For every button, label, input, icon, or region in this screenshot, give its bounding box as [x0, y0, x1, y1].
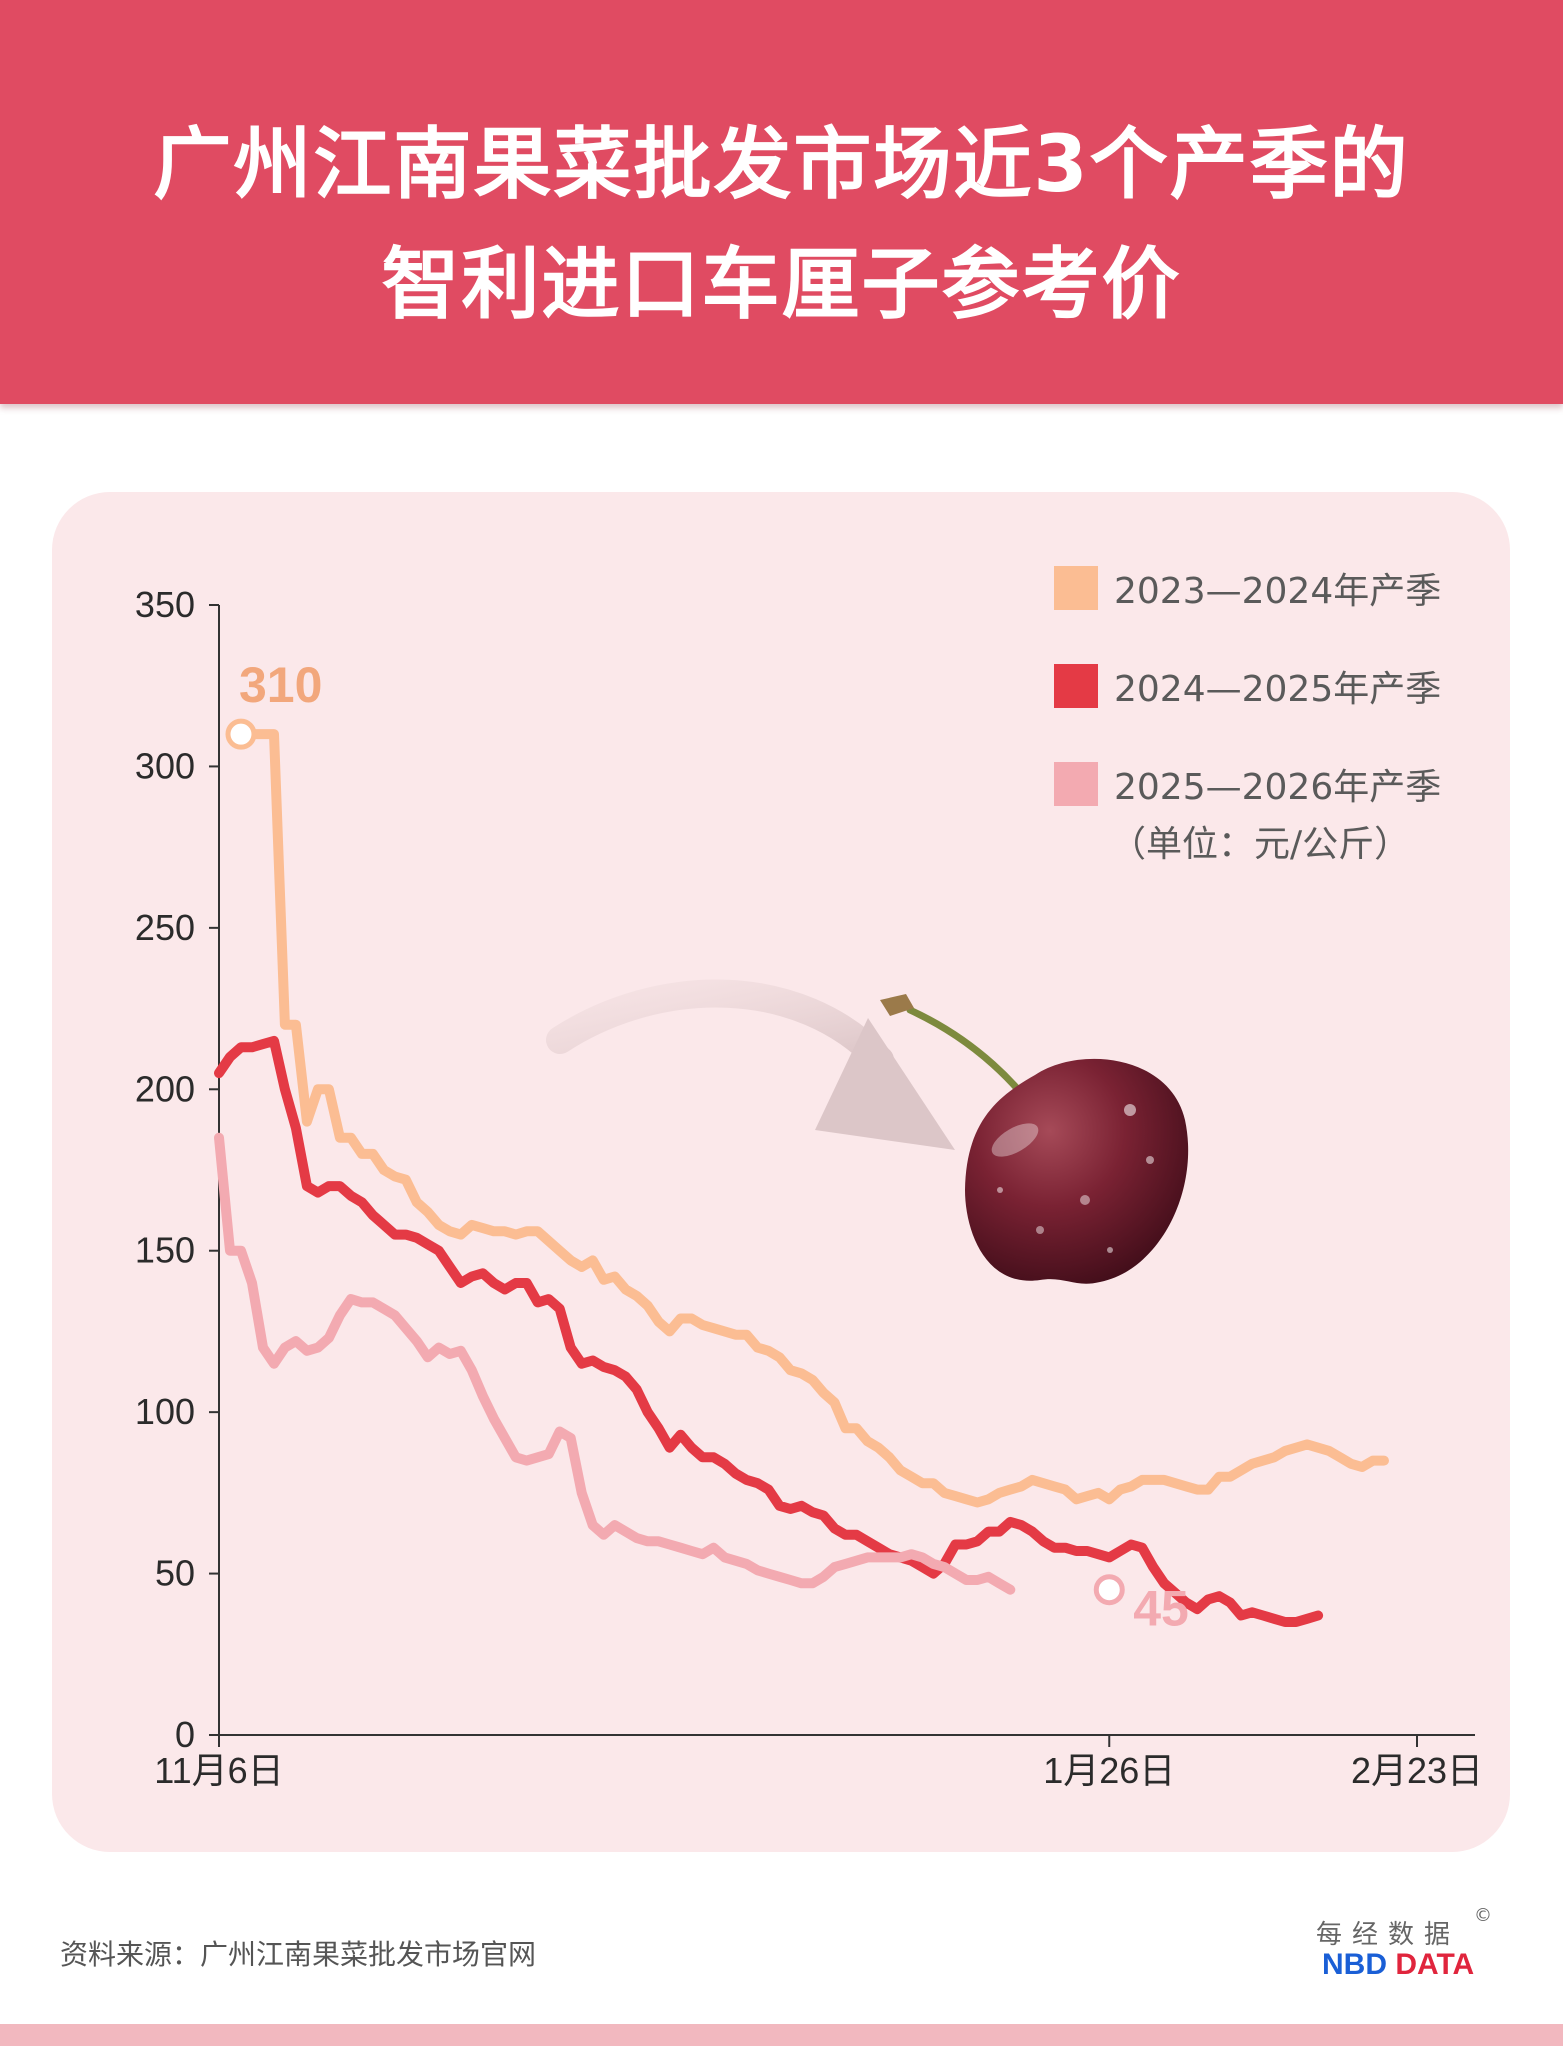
series-layer — [214, 729, 1389, 1627]
chart-panel — [52, 492, 1510, 1852]
title-banner: 广州江南果菜批发市场近3个产季的 智利进口车厘子参考价 — [0, 0, 1563, 404]
brand-nbd: NBD — [1322, 1948, 1387, 1981]
legend-swatch — [1054, 762, 1098, 806]
source-note: 资料来源：广州江南果菜批发市场官网 — [60, 1938, 537, 1971]
x-axis-ticks: 11月6日 1月26日 2月23日 — [154, 1735, 1483, 1791]
y-tick-label: 300 — [135, 745, 195, 786]
chart-title-line-2: 智利进口车厘子参考价 — [381, 240, 1182, 330]
footer-band — [0, 2024, 1563, 2046]
brand-logo-cn: 每经数据 — [1316, 1920, 1461, 1950]
y-tick-label: 250 — [135, 907, 195, 948]
series-line-1 — [236, 729, 1389, 1508]
y-tick-label: 0 — [175, 1714, 195, 1755]
x-tick-label: 2月23日 — [1351, 1750, 1483, 1791]
series-line-2 — [214, 1035, 1324, 1627]
copyright-mark: © — [1474, 1905, 1492, 1926]
x-tick-label: 1月26日 — [1043, 1750, 1175, 1791]
y-tick-label: 350 — [135, 584, 195, 625]
legend-swatch — [1054, 566, 1098, 610]
y-tick-label: 50 — [155, 1553, 195, 1594]
chart-title-line-1: 广州江南果菜批发市场近3个产季的 — [153, 120, 1410, 210]
decorative-arrow — [546, 979, 955, 1150]
y-tick-label: 150 — [135, 1230, 195, 1271]
cherry-illustration — [880, 994, 1189, 1284]
annotation-label: 45 — [1133, 1581, 1189, 1637]
legend-label: 2024—2025年产季 — [1114, 669, 1441, 710]
brand-logo-en: NBD DATA — [1322, 1948, 1474, 1982]
unit-note: （单位：元/公斤） — [1110, 824, 1410, 865]
y-axis-ticks: 0 50 100 150 200 250 300 350 — [135, 584, 219, 1755]
legend-label: 2025—2026年产季 — [1114, 767, 1441, 808]
legend-swatch — [1054, 664, 1098, 708]
legend: 2023—2024年产季 2024—2025年产季 2025—2026年产季 — [1054, 566, 1441, 808]
y-tick-label: 100 — [135, 1391, 195, 1432]
brand-data: DATA — [1395, 1948, 1475, 1981]
annotation-label: 310 — [239, 657, 322, 713]
legend-label: 2023—2024年产季 — [1114, 571, 1441, 612]
annotation-layer: 310 45 — [225, 657, 1189, 1637]
series-line-3 — [214, 1132, 1016, 1595]
annotation-marker — [1093, 1574, 1125, 1606]
y-tick-label: 200 — [135, 1068, 195, 1109]
annotation-marker — [225, 718, 257, 750]
x-tick-label: 11月6日 — [154, 1750, 283, 1791]
